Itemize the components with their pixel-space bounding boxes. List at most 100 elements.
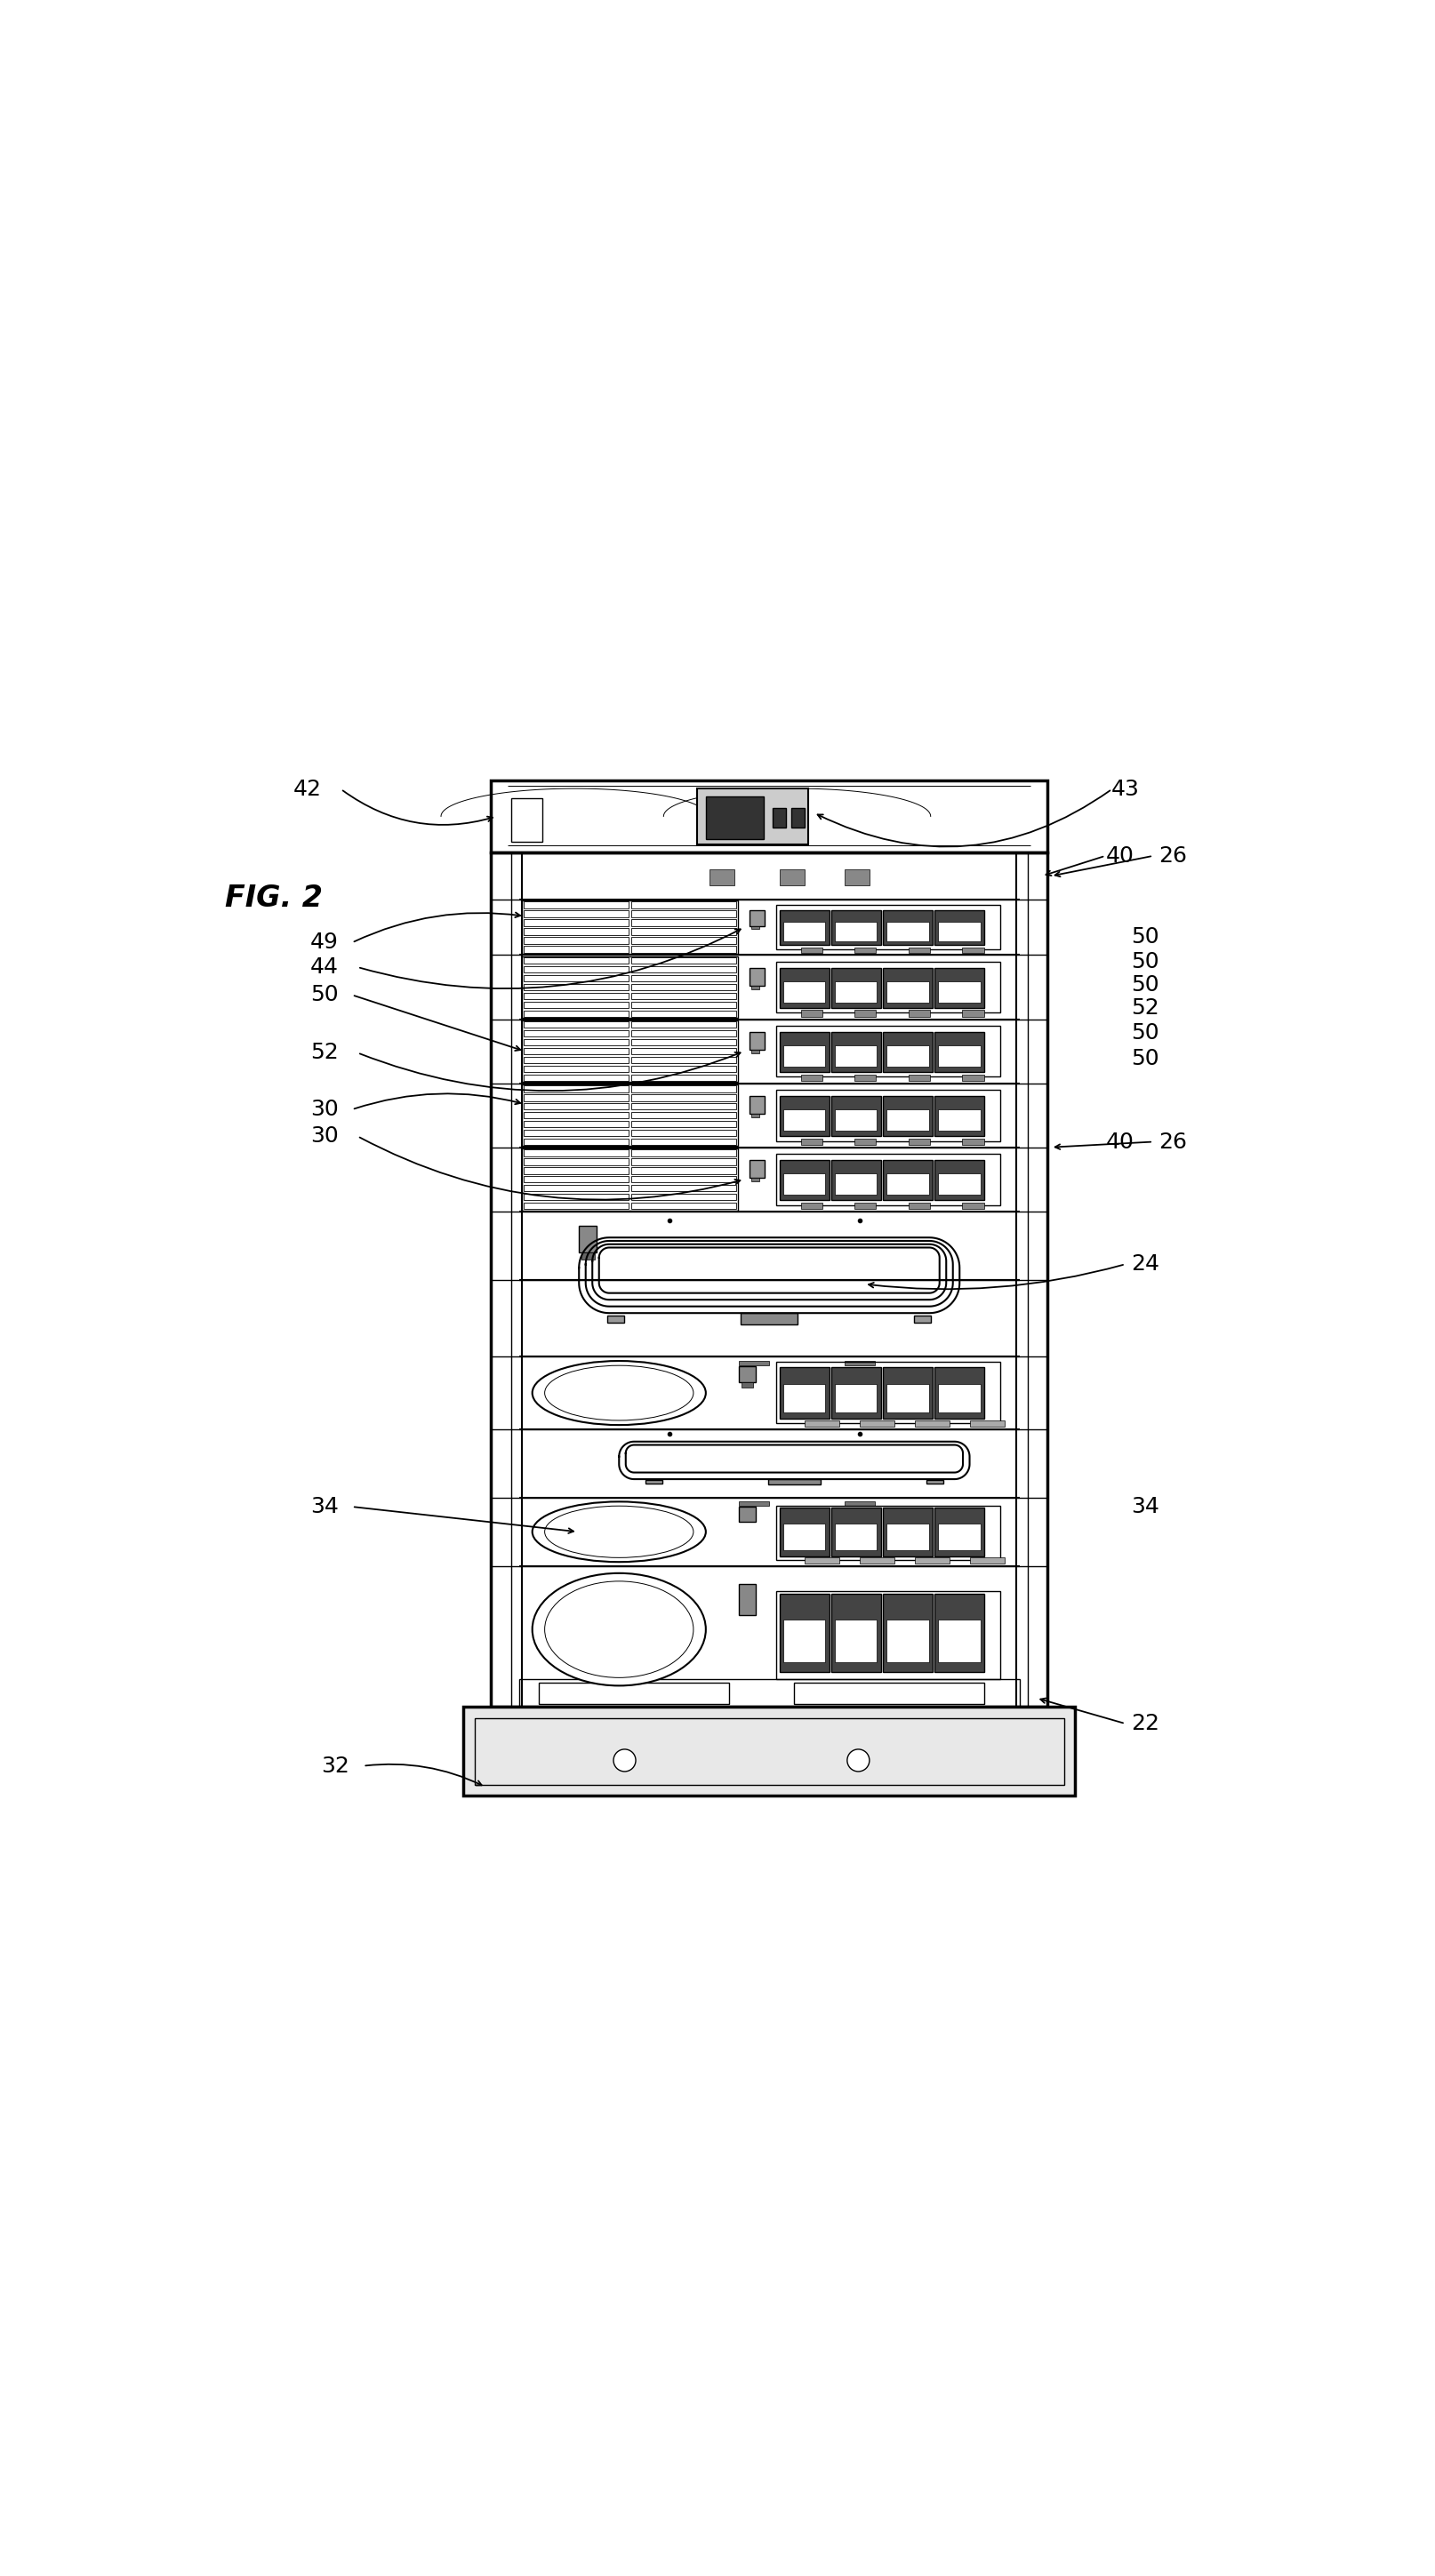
Text: 32: 32 (321, 1754, 349, 1777)
Bar (775, 1363, 1000, 1422)
Bar (914, 1558, 949, 1564)
Bar (630, 1193, 736, 1200)
Bar (961, 948, 983, 953)
Bar (772, 809, 785, 827)
Bar (630, 1010, 736, 1018)
Bar (887, 1522, 928, 1551)
Text: 40: 40 (1105, 1131, 1134, 1151)
Bar (522, 1103, 629, 1110)
Bar (522, 902, 738, 953)
Bar (522, 1002, 629, 1007)
Bar (751, 1048, 759, 1054)
Bar (630, 920, 736, 927)
Bar (961, 1203, 983, 1208)
Bar (630, 1113, 736, 1118)
Ellipse shape (532, 1574, 706, 1685)
Bar (630, 1131, 736, 1136)
Bar (630, 1203, 736, 1208)
Bar (522, 1048, 629, 1054)
Bar (794, 1682, 984, 1705)
Bar (630, 992, 736, 999)
Bar (522, 1066, 629, 1072)
Bar (934, 969, 984, 1007)
Bar (739, 1507, 755, 1522)
Bar (775, 904, 1000, 951)
Text: 50: 50 (1131, 927, 1158, 948)
Bar (739, 1502, 769, 1507)
Ellipse shape (532, 1360, 706, 1425)
Bar (522, 945, 629, 953)
Bar (522, 1095, 629, 1100)
Bar (630, 1084, 736, 1092)
Bar (474, 1718, 1063, 1785)
Bar (751, 1113, 759, 1118)
Bar (801, 1010, 822, 1018)
Bar (630, 1167, 736, 1175)
Bar (644, 1481, 662, 1484)
Text: 44: 44 (310, 956, 339, 979)
Bar (908, 1010, 930, 1018)
Bar (784, 1172, 825, 1195)
Bar (522, 1139, 629, 1146)
Bar (934, 1033, 984, 1072)
Bar (934, 1595, 984, 1672)
Bar (835, 1110, 877, 1131)
Text: 50: 50 (1131, 1048, 1158, 1069)
Bar (522, 1177, 629, 1182)
Bar (914, 1316, 930, 1321)
Bar (938, 1522, 980, 1551)
Bar (709, 868, 733, 886)
Bar (887, 1620, 928, 1662)
Bar (926, 1481, 943, 1484)
Bar (522, 1193, 629, 1200)
Bar (835, 981, 877, 1002)
Text: 26: 26 (1158, 845, 1187, 866)
Text: 50: 50 (310, 984, 339, 1005)
Bar (630, 1149, 736, 1157)
Bar (969, 1558, 1004, 1564)
Bar (630, 1002, 736, 1007)
Bar (779, 969, 829, 1007)
Bar (522, 1084, 738, 1146)
Bar (522, 927, 629, 935)
Text: 50: 50 (1131, 974, 1158, 994)
Bar (491, 781, 1048, 853)
Bar (784, 922, 825, 940)
Bar (887, 1172, 928, 1195)
Text: 52: 52 (1131, 997, 1159, 1020)
Bar (522, 1030, 629, 1036)
Bar (775, 961, 1000, 1012)
Bar (779, 1159, 829, 1200)
Bar (844, 1502, 874, 1507)
Bar (831, 912, 881, 945)
Bar (511, 799, 542, 842)
Bar (779, 1033, 829, 1072)
Bar (779, 1507, 829, 1556)
Bar (522, 974, 629, 981)
Bar (696, 788, 808, 845)
Bar (883, 1368, 933, 1419)
Bar (779, 1595, 829, 1672)
Bar (522, 902, 629, 909)
Bar (883, 969, 933, 1007)
Bar (938, 981, 980, 1002)
Bar (908, 1074, 930, 1082)
Bar (883, 1033, 933, 1072)
Bar (522, 938, 629, 943)
Bar (831, 1595, 881, 1672)
Bar (844, 868, 870, 886)
Text: 43: 43 (1111, 778, 1139, 799)
Bar (779, 1368, 829, 1419)
Bar (883, 912, 933, 945)
Bar (784, 1522, 825, 1551)
Bar (749, 1095, 765, 1113)
Bar (831, 1159, 881, 1200)
Bar (775, 1592, 1000, 1680)
Bar (630, 1030, 736, 1036)
Bar (630, 1139, 736, 1146)
Text: 52: 52 (310, 1043, 339, 1064)
Bar (938, 1620, 980, 1662)
Bar (522, 1074, 629, 1082)
Bar (801, 1139, 822, 1144)
Bar (518, 1680, 1019, 1708)
